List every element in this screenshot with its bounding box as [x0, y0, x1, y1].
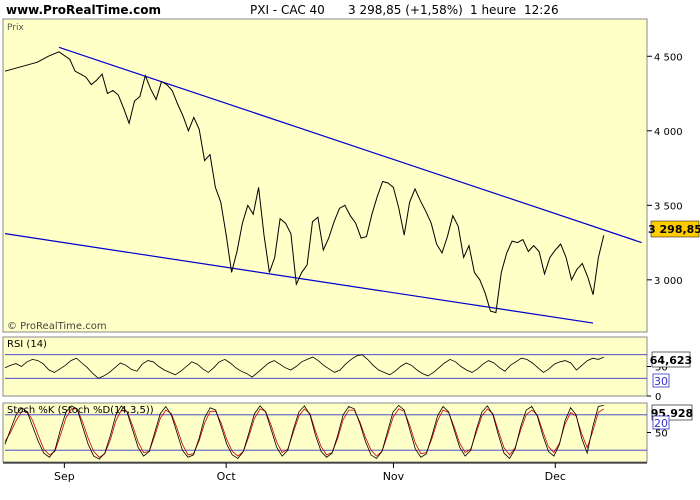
- rsi-panel-title: RSI (14): [7, 339, 47, 350]
- period-label: 1 heure: [470, 3, 516, 17]
- last-price-badge-box: [650, 220, 700, 238]
- osc-ytick-label: 0: [655, 392, 661, 403]
- rsi-last-badge: [651, 351, 691, 368]
- stoch-d-line: [4, 408, 605, 458]
- price-panel-title: Prix: [7, 23, 24, 33]
- last-price-badge: 3 298,85: [648, 220, 700, 238]
- x-tick-label: Nov: [383, 470, 405, 483]
- header-time: 12:26: [524, 3, 559, 17]
- price-ytick-label: 3 500: [654, 201, 683, 212]
- instrument-name: PXI - CAC 40: [250, 3, 325, 17]
- rsi-level-label: 30: [654, 375, 668, 388]
- osc-ytick-label: 50: [655, 363, 668, 374]
- price-ytick-label: 4 000: [654, 127, 683, 138]
- price-panel-background: [2, 18, 648, 333]
- last-price-label: 3 298,85: [648, 223, 700, 236]
- site-name[interactable]: www.ProRealTime.com: [6, 3, 161, 17]
- stoch-panel: Stoch %K (Stoch %D(14,3,5)) 50 95,928 20: [2, 402, 693, 463]
- x-tick-label: Dec: [545, 470, 566, 483]
- osc-ytick-label: 50: [655, 429, 668, 440]
- x-tick-label: Sep: [54, 470, 75, 483]
- price-ytick-label: 3 000: [654, 276, 683, 287]
- watermark: © ProRealTime.com: [7, 321, 107, 332]
- price-series-line: [4, 51, 605, 314]
- upper-trendline: [58, 46, 642, 244]
- stoch-level-label: 20: [654, 417, 668, 430]
- stoch-panel-title: Stoch %K (Stoch %D(14,3,5)): [7, 405, 154, 416]
- x-tick-label: Oct: [217, 470, 237, 483]
- rsi-last-label: 64,623: [650, 354, 692, 367]
- stoch-level-badge: [652, 415, 670, 430]
- quote-change: 3 298,85 (+1,58%): [348, 3, 463, 17]
- price-panel: Prix © ProRealTime.com 3 000 3 500 4 000 4 …: [2, 18, 700, 333]
- rsi-level-badge: [652, 373, 670, 388]
- rsi-panel: RSI (14) 0 50 64,623 30: [2, 336, 692, 403]
- x-axis: Sep Oct Nov Dec: [3, 462, 647, 483]
- rsi-series-line: [4, 354, 604, 379]
- price-ytick-label: 4 500: [654, 52, 683, 63]
- header-bar: [0, 0, 700, 20]
- stoch-k-line: [4, 404, 604, 460]
